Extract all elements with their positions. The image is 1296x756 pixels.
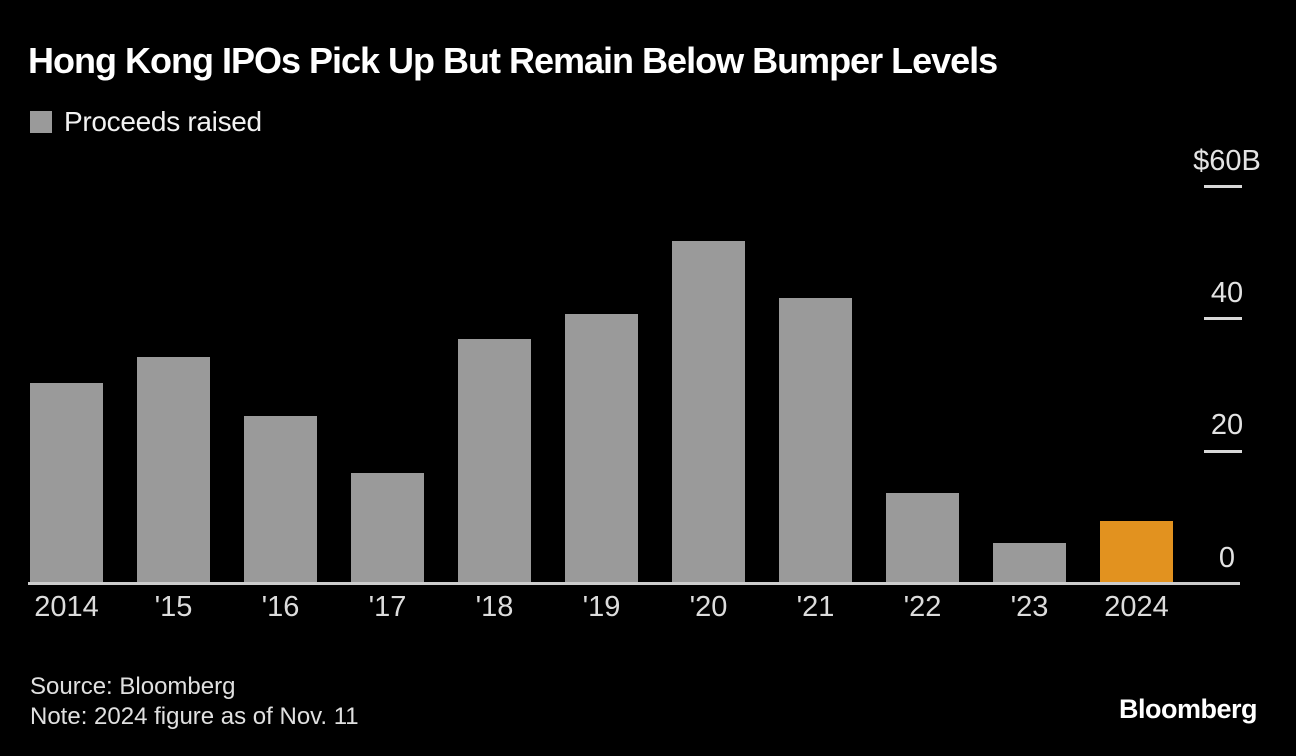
bar-22 <box>886 493 959 582</box>
x-tick-label: '20 <box>689 591 728 623</box>
source-text: Source: Bloomberg <box>30 673 236 700</box>
bar-17 <box>351 473 424 582</box>
y-tick-label: $60B <box>1193 144 1261 177</box>
legend: Proceeds raised <box>30 106 262 138</box>
bar-15 <box>137 357 210 582</box>
x-tick-label: 2014 <box>34 591 99 623</box>
y-tick-dash <box>1204 185 1242 188</box>
x-tick-label: '15 <box>154 591 193 623</box>
bar-23 <box>993 543 1066 582</box>
y-tick-label: 0 <box>1218 541 1236 574</box>
bar-2024 <box>1100 521 1173 582</box>
x-tick-label: 2024 <box>1104 591 1169 623</box>
bar-18 <box>458 339 531 582</box>
y-tick-label: 20 <box>1210 409 1244 442</box>
x-axis-line <box>28 582 1240 585</box>
x-tick-label: '21 <box>796 591 835 623</box>
y-tick-label: 40 <box>1210 276 1244 309</box>
bloomberg-logo: Bloomberg <box>1118 694 1258 724</box>
y-tick-dash <box>1204 449 1242 453</box>
x-tick-label: '23 <box>1010 591 1049 623</box>
x-tick-label: '22 <box>903 591 942 623</box>
chart-title: Hong Kong IPOs Pick Up But Remain Below … <box>28 40 998 81</box>
bar-16 <box>244 416 317 582</box>
legend-swatch <box>30 111 52 133</box>
note-text: Note: 2024 figure as of Nov. 11 <box>30 703 359 730</box>
x-tick-label: '16 <box>261 591 300 623</box>
y-tick-dash <box>1204 317 1242 321</box>
bar-19 <box>565 314 638 582</box>
bar-20 <box>672 241 745 582</box>
bar-21 <box>779 298 852 582</box>
legend-label: Proceeds raised <box>64 106 262 137</box>
x-tick-label: '18 <box>475 591 514 623</box>
x-tick-label: '17 <box>368 591 407 623</box>
bar-2014 <box>30 383 103 582</box>
x-tick-label: '19 <box>582 591 621 623</box>
